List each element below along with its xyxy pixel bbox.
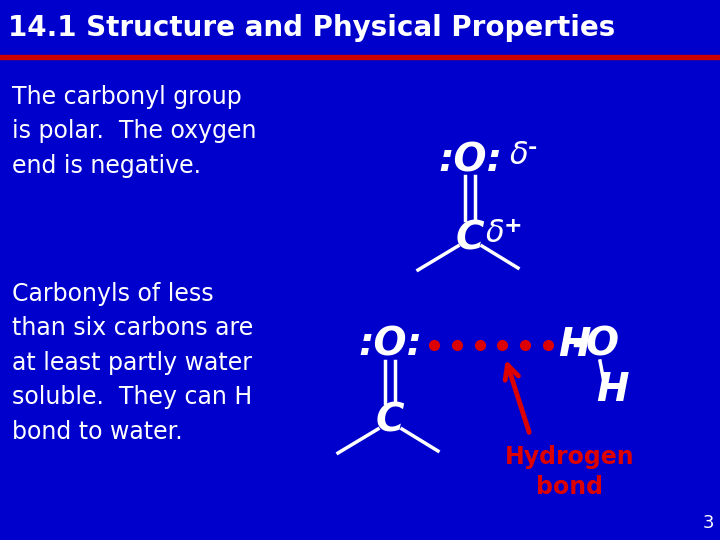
Text: H: H [558,326,590,364]
Text: δ: δ [510,140,528,170]
Text: H: H [596,371,629,409]
Text: C: C [376,402,404,440]
Text: 14.1 Structure and Physical Properties: 14.1 Structure and Physical Properties [8,14,616,42]
Text: Carbonyls of less
than six carbons are
at least partly water
soluble.  They can : Carbonyls of less than six carbons are a… [12,282,253,444]
Text: δ: δ [486,219,505,247]
Text: O: O [586,326,619,364]
Text: -: - [528,138,537,158]
Text: 3: 3 [703,514,714,532]
Bar [0,55,720,59]
Text: C: C [456,219,485,257]
Text: :O:: :O: [438,141,502,179]
Text: +: + [504,216,523,236]
Text: :O:: :O: [358,326,422,364]
Text: The carbonyl group
is polar.  The oxygen
end is negative.: The carbonyl group is polar. The oxygen … [12,85,256,178]
Text: Hydrogen
bond: Hydrogen bond [505,445,635,499]
FancyArrowPatch shape [505,365,529,433]
